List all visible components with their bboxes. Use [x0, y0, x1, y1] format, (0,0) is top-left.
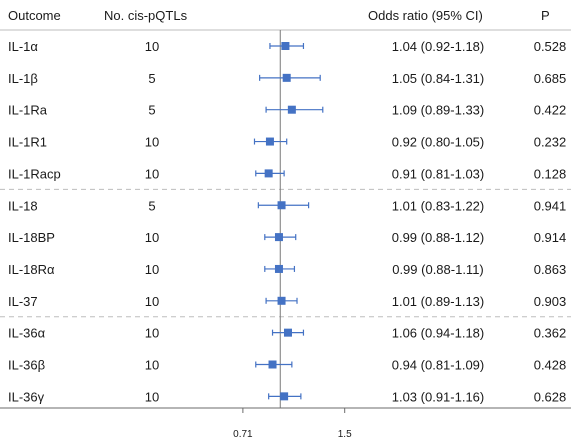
n-cis-pqtls-value: 5: [148, 198, 155, 213]
p-value: 0.232: [534, 135, 567, 150]
table-row: IL-37 10 1.01 (0.89-1.13) 0.903: [8, 294, 566, 309]
x-tick-label-1.5: 1.5: [338, 429, 352, 440]
n-cis-pqtls-value: 10: [145, 389, 159, 404]
n-cis-pqtls-value: 5: [148, 71, 155, 86]
header-n-cis-pqtls: No. cis-pQTLs: [104, 8, 188, 23]
n-cis-pqtls-value: 10: [145, 358, 159, 373]
n-cis-pqtls-value: 10: [145, 39, 159, 54]
odds-ratio-ci-value: 0.94 (0.81-1.09): [392, 358, 485, 373]
outcome-label: IL-36α: [8, 326, 46, 341]
p-value: 0.128: [534, 166, 567, 181]
n-cis-pqtls-value: 10: [145, 262, 159, 277]
n-cis-pqtls-value: 10: [145, 135, 159, 150]
table-row: IL-36α 10 1.06 (0.94-1.18) 0.362: [8, 326, 566, 341]
table-row: IL-1Ra 5 1.09 (0.89-1.33) 0.422: [8, 103, 566, 118]
p-value: 0.428: [534, 358, 567, 373]
header-p-value: P: [541, 8, 550, 23]
odds-ratio-ci-value: 0.92 (0.80-1.05): [392, 135, 485, 150]
plot-marks: [242, 30, 346, 413]
outcome-label: IL-37: [8, 294, 38, 309]
odds-ratio-ci-value: 1.06 (0.94-1.18): [392, 326, 485, 341]
odds-ratio-ci-value: 1.04 (0.92-1.18): [392, 39, 485, 54]
x-tick-label-0.71: 0.71: [233, 429, 253, 440]
odds-ratio-point: [274, 264, 283, 273]
n-cis-pqtls-value: 10: [145, 326, 159, 341]
n-cis-pqtls-value: 10: [145, 294, 159, 309]
table-rows: IL-1α 10 1.04 (0.92-1.18) 0.528 IL-1β 5 1.05 (…: [0, 39, 571, 404]
p-value: 0.863: [534, 262, 567, 277]
p-value: 0.528: [534, 39, 567, 54]
p-value: 0.685: [534, 71, 567, 86]
odds-ratio-ci-value: 1.05 (0.84-1.31): [392, 71, 485, 86]
odds-ratio-point: [274, 233, 283, 242]
outcome-label: IL-1Ra: [8, 103, 48, 118]
odds-ratio-ci-value: 1.09 (0.89-1.33): [392, 103, 485, 118]
odds-ratio-ci-value: 1.01 (0.89-1.13): [392, 294, 485, 309]
odds-ratio-ci-value: 1.01 (0.83-1.22): [392, 198, 485, 213]
odds-ratio-ci-value: 0.99 (0.88-1.12): [392, 230, 485, 245]
odds-ratio-point: [280, 392, 289, 401]
table-row: IL-18 5 1.01 (0.83-1.22) 0.941: [8, 198, 566, 213]
outcome-label: IL-18Rα: [8, 262, 55, 277]
outcome-label: IL-1Racp: [8, 166, 61, 181]
p-value: 0.903: [534, 294, 567, 309]
odds-ratio-point: [281, 42, 290, 50]
header-odds-ratio: Odds ratio (95% CI): [368, 8, 483, 23]
header-outcome: Outcome: [8, 8, 61, 23]
outcome-label: IL-1β: [8, 71, 38, 86]
table-row: IL-18Rα 10 0.99 (0.88-1.11) 0.863: [8, 262, 566, 277]
table-row: IL-18BP 10 0.99 (0.88-1.12) 0.914: [8, 230, 566, 245]
outcome-label: IL-36β: [8, 358, 45, 373]
odds-ratio-point: [283, 328, 292, 337]
outcome-label: IL-1α: [8, 39, 38, 54]
n-cis-pqtls-value: 5: [148, 103, 155, 118]
p-value: 0.362: [534, 326, 567, 341]
odds-ratio-point: [277, 296, 286, 305]
table-row: IL-36β 10 0.94 (0.81-1.09) 0.428: [8, 358, 566, 373]
table-row: IL-1β 5 1.05 (0.84-1.31) 0.685: [8, 71, 566, 86]
odds-ratio-point: [282, 73, 291, 82]
odds-ratio-point: [264, 169, 273, 178]
odds-ratio-point: [277, 201, 286, 210]
table-row: IL-1R1 10 0.92 (0.80-1.05) 0.232: [8, 135, 566, 150]
table-row: IL-36γ 10 1.03 (0.91-1.16) 0.628: [8, 389, 566, 404]
outcome-label: IL-18: [8, 198, 38, 213]
p-value: 0.941: [534, 198, 567, 213]
odds-ratio-point: [265, 137, 274, 146]
table-row: IL-1Racp 10 0.91 (0.81-1.03) 0.128: [8, 166, 566, 181]
odds-ratio-point: [268, 360, 277, 369]
outcome-label: IL-18BP: [8, 230, 55, 245]
outcome-label: IL-36γ: [8, 389, 45, 404]
p-value: 0.422: [534, 103, 567, 118]
outcome-label: IL-1R1: [8, 135, 47, 150]
odds-ratio-point: [287, 105, 296, 114]
odds-ratio-ci-value: 0.99 (0.88-1.11): [392, 262, 484, 277]
table-row: IL-1α 10 1.04 (0.92-1.18) 0.528: [8, 39, 566, 54]
p-value: 0.914: [534, 230, 567, 245]
n-cis-pqtls-value: 10: [145, 166, 159, 181]
p-value: 0.628: [534, 389, 567, 404]
n-cis-pqtls-value: 10: [145, 230, 159, 245]
odds-ratio-ci-value: 1.03 (0.91-1.16): [392, 389, 485, 404]
odds-ratio-ci-value: 0.91 (0.81-1.03): [392, 166, 485, 181]
